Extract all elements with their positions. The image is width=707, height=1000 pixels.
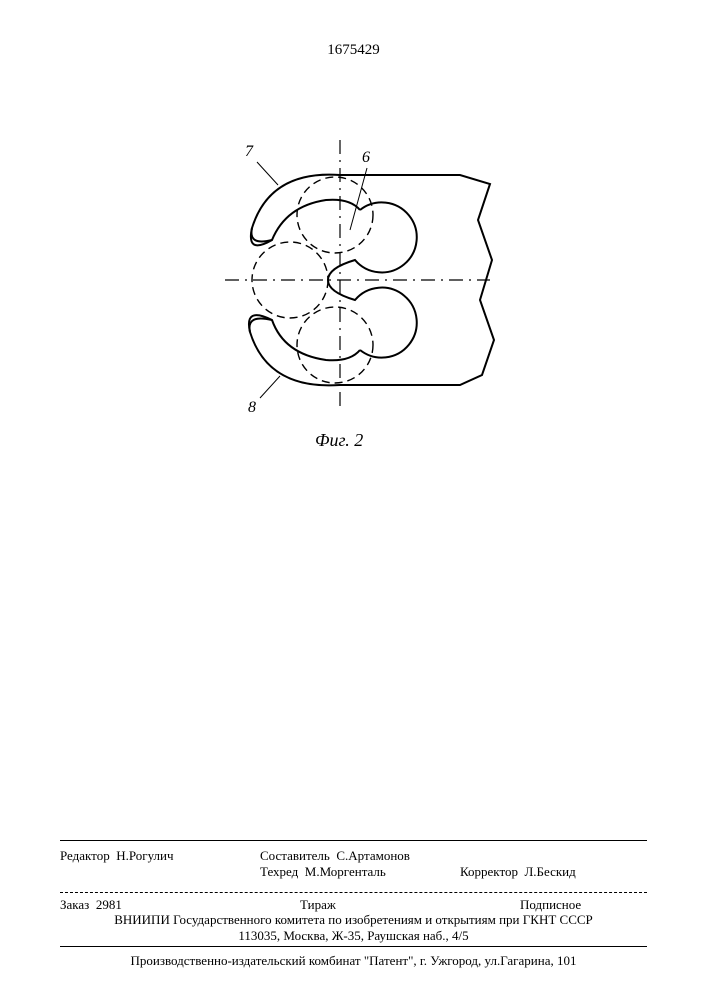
figure-caption: Фиг. 2 bbox=[315, 430, 363, 451]
compiler-credit: Составитель С.Артамонов bbox=[260, 848, 410, 865]
rule-2 bbox=[60, 892, 647, 893]
label-7: 7 bbox=[245, 143, 254, 160]
techred-name: М.Моргенталь bbox=[305, 864, 386, 879]
figure-2: 7 6 8 bbox=[160, 120, 520, 470]
claw-top-tip bbox=[251, 228, 272, 242]
order-label: Заказ bbox=[60, 897, 89, 912]
leader-7 bbox=[257, 162, 278, 185]
label-8: 8 bbox=[248, 399, 256, 416]
doc-number: 1675429 bbox=[0, 42, 707, 59]
claw-bottom bbox=[249, 315, 360, 385]
figure-2-svg: 7 6 8 bbox=[160, 120, 520, 450]
order-no: 2981 bbox=[96, 897, 122, 912]
editor-label: Редактор bbox=[60, 848, 110, 863]
editor-credit: Редактор Н.Рогулич bbox=[60, 848, 174, 865]
corrector-name: Л.Бескид bbox=[524, 864, 575, 879]
org-line2: 113035, Москва, Ж-35, Раушская наб., 4/5 bbox=[60, 928, 647, 945]
compiler-label: Составитель bbox=[260, 848, 330, 863]
editor-name: Н.Рогулич bbox=[116, 848, 173, 863]
techred-label: Техред bbox=[260, 864, 298, 879]
ball-pos-3 bbox=[297, 307, 373, 383]
leader-8 bbox=[260, 376, 280, 398]
org-line1: ВНИИПИ Государственного комитета по изоб… bbox=[60, 912, 647, 929]
rule-1 bbox=[60, 840, 647, 841]
rule-3 bbox=[60, 946, 647, 947]
corrector-label: Корректор bbox=[460, 864, 518, 879]
label-6: 6 bbox=[362, 149, 370, 166]
compiler-name: С.Артамонов bbox=[336, 848, 410, 863]
claw-top bbox=[251, 175, 360, 246]
leader-6 bbox=[350, 168, 367, 230]
claw-bottom-tip bbox=[249, 319, 272, 333]
printer-line: Производственно-издательский комбинат "П… bbox=[60, 953, 647, 970]
techred-credit: Техред М.Моргенталь bbox=[260, 864, 386, 881]
corrector-credit: Корректор Л.Бескид bbox=[460, 864, 576, 881]
